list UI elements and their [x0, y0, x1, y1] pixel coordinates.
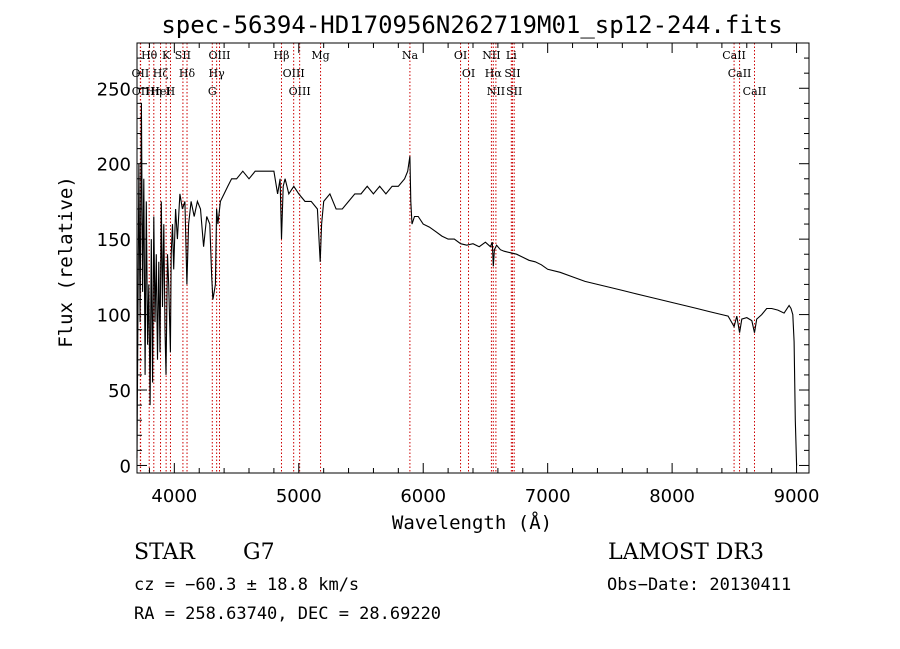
spectral-line-label: Mg: [311, 49, 329, 62]
y-tick-label: 100: [97, 306, 131, 327]
spectral-line-label: OI: [462, 67, 475, 80]
x-tick-label: 6000: [400, 486, 446, 507]
spectral-line-label: Hγ: [209, 67, 226, 80]
line-markers: [139, 43, 755, 473]
spectral-line-label: OIII: [289, 85, 311, 98]
x-tick-label: 9000: [774, 486, 820, 507]
spectral-line-label: Hβ: [274, 49, 290, 62]
x-tick-label: 4000: [151, 486, 197, 507]
spectral-line-label: H: [166, 85, 176, 98]
y-axis: 0 50 100 150 200 250: [97, 57, 809, 477]
spectral-line-label: OIII: [208, 49, 230, 62]
y-tick-label: 150: [97, 230, 131, 251]
y-tick-label: 250: [97, 79, 131, 100]
y-tick-label: 200: [97, 155, 131, 176]
y-tick-label: 50: [108, 381, 131, 402]
spectral-line-label: NII: [482, 49, 500, 62]
spectral-line-label: SII: [504, 67, 520, 80]
spectral-line-label: Hδ: [179, 67, 196, 80]
spectral-class: G7: [243, 540, 275, 565]
object-type: STAR: [134, 540, 195, 565]
x-tick-label: 7000: [525, 486, 571, 507]
spectral-line-label: Li: [506, 49, 517, 62]
y-axis-label: Flux (relative): [55, 176, 77, 348]
spectral-line-label: Na: [402, 49, 419, 62]
line-labels: HθOIIOIIHηHζHeIKHSIIHδOIIIHγGHβOIIIOIIIM…: [132, 49, 767, 98]
obs-date: Obs−Date: 20130411: [607, 575, 792, 595]
spectral-line-label: OI: [454, 49, 467, 62]
spectral-line-label: NII: [487, 85, 505, 98]
spectral-line-label: SII: [175, 49, 191, 62]
spectral-line-label: K: [162, 49, 171, 62]
spectral-line-label: OIII: [283, 67, 305, 80]
spectral-line-label: CaII: [743, 85, 767, 98]
y-tick-label: 0: [120, 456, 131, 477]
spectral-line-label: CaII: [728, 67, 752, 80]
coordinates: RA = 258.63740, DEC = 28.69220: [134, 604, 442, 624]
spectrum-line: [136, 103, 798, 466]
x-axis: 4000 5000 6000 7000 8000 9000: [148, 43, 820, 507]
spectral-line-label: CaII: [722, 49, 746, 62]
x-axis-label: Wavelength (Å): [392, 511, 552, 534]
spectral-line-label: HeI: [150, 85, 170, 98]
x-tick-label: 5000: [276, 486, 322, 507]
spectral-line-label: Hζ: [153, 67, 169, 80]
spectral-line-label: G: [208, 85, 217, 98]
redshift-value: cz = −60.3 ± 18.8 km/s: [134, 575, 360, 595]
spectral-line-label: Hη: [146, 85, 162, 98]
chart-title: spec-56394-HD170956N262719M01_sp12-244.f…: [161, 11, 782, 39]
spectral-line-label: SII: [506, 85, 522, 98]
plot-frame: [136, 42, 810, 474]
survey-name: LAMOST DR3: [608, 540, 764, 565]
spectral-line-label: Hθ: [141, 49, 158, 62]
spectral-line-label: Hα: [485, 67, 503, 80]
x-tick-label: 8000: [649, 486, 695, 507]
